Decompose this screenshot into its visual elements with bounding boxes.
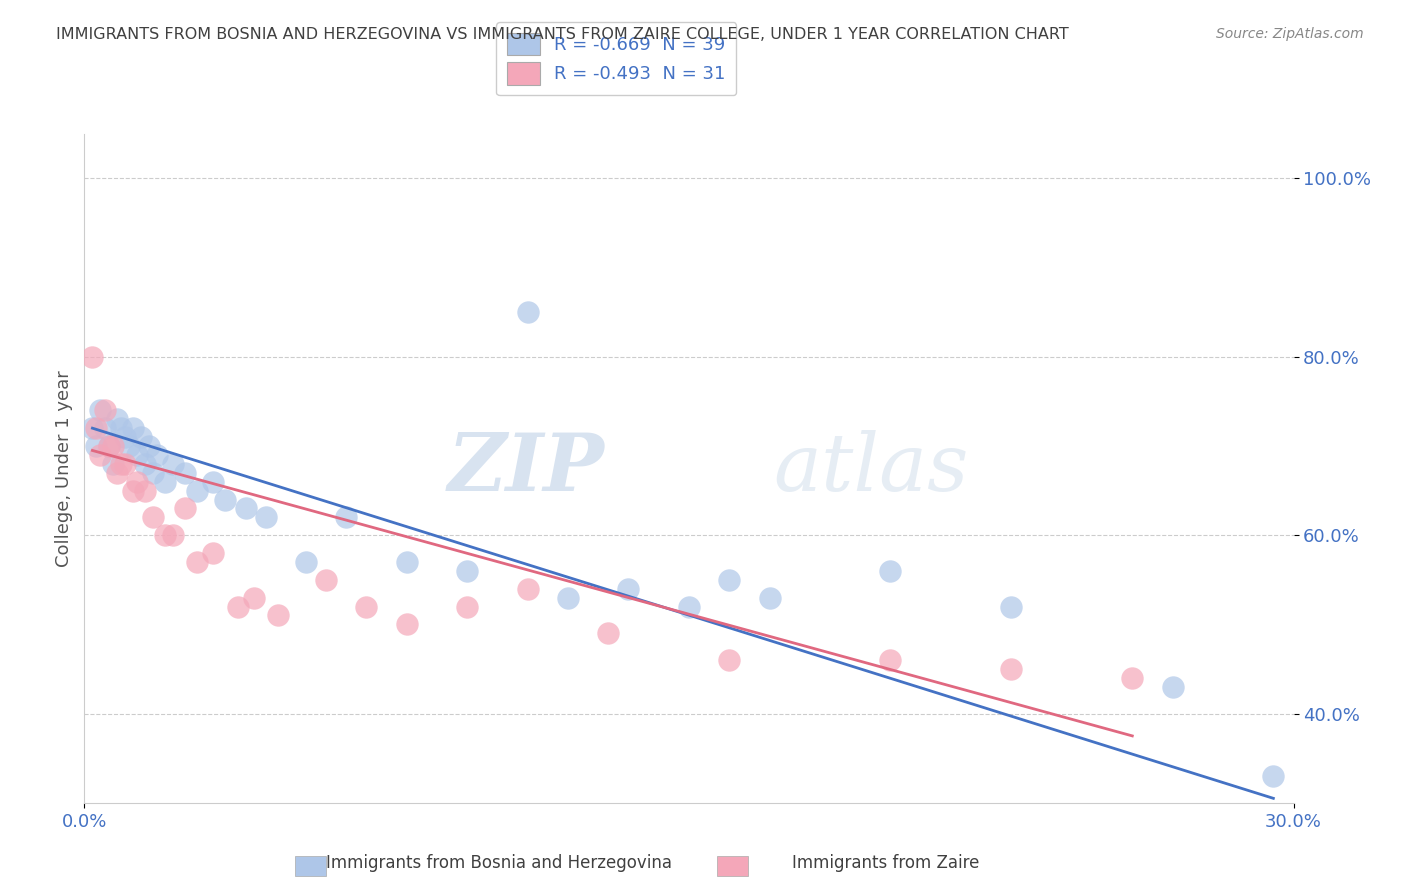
Point xyxy=(879,564,901,578)
Point xyxy=(395,617,418,632)
Point xyxy=(82,350,104,364)
Point xyxy=(174,466,197,480)
Point xyxy=(516,305,538,319)
Point xyxy=(678,599,700,614)
Point xyxy=(153,528,176,542)
Text: Source: ZipAtlas.com: Source: ZipAtlas.com xyxy=(1216,27,1364,41)
Legend: R = -0.669  N = 39, R = -0.493  N = 31: R = -0.669 N = 39, R = -0.493 N = 31 xyxy=(496,22,737,95)
Point xyxy=(242,591,264,605)
Point xyxy=(267,608,290,623)
Point xyxy=(356,599,378,614)
Point xyxy=(118,439,141,453)
Point xyxy=(86,439,108,453)
Point xyxy=(89,403,111,417)
Point xyxy=(138,439,160,453)
Point xyxy=(114,430,136,444)
Point xyxy=(110,457,132,471)
Point xyxy=(174,501,197,516)
Point xyxy=(125,475,148,489)
Point xyxy=(129,430,152,444)
Point xyxy=(202,546,225,560)
Text: Immigrants from Zaire: Immigrants from Zaire xyxy=(792,855,980,872)
Y-axis label: College, Under 1 year: College, Under 1 year xyxy=(55,370,73,566)
Point xyxy=(254,510,277,524)
Point xyxy=(146,448,169,462)
Point xyxy=(395,555,418,569)
Point xyxy=(1161,680,1184,694)
Point xyxy=(879,653,901,667)
Point xyxy=(125,448,148,462)
Point xyxy=(718,653,741,667)
Point xyxy=(162,457,184,471)
Point xyxy=(110,421,132,435)
Point xyxy=(598,626,620,640)
Point xyxy=(93,403,115,417)
Point xyxy=(142,466,165,480)
Point xyxy=(315,573,337,587)
Point xyxy=(97,439,120,453)
Point xyxy=(235,501,257,516)
Text: atlas: atlas xyxy=(773,430,969,507)
Point xyxy=(153,475,176,489)
Point xyxy=(557,591,579,605)
Point xyxy=(758,591,780,605)
Point xyxy=(121,483,143,498)
Text: ZIP: ZIP xyxy=(447,430,605,507)
Point xyxy=(295,555,318,569)
Point xyxy=(114,457,136,471)
Point xyxy=(202,475,225,489)
Point xyxy=(101,439,124,453)
Text: Immigrants from Bosnia and Herzegovina: Immigrants from Bosnia and Herzegovina xyxy=(326,855,672,872)
Point xyxy=(226,599,249,614)
Point xyxy=(101,457,124,471)
Point xyxy=(162,528,184,542)
Point xyxy=(121,421,143,435)
Point xyxy=(1121,671,1143,685)
Point xyxy=(1000,662,1022,676)
Point xyxy=(86,421,108,435)
Point xyxy=(93,421,115,435)
Point xyxy=(456,599,478,614)
Point xyxy=(186,555,208,569)
Point xyxy=(214,492,236,507)
Point xyxy=(82,421,104,435)
Point xyxy=(516,582,538,596)
Text: IMMIGRANTS FROM BOSNIA AND HERZEGOVINA VS IMMIGRANTS FROM ZAIRE COLLEGE, UNDER 1: IMMIGRANTS FROM BOSNIA AND HERZEGOVINA V… xyxy=(56,27,1069,42)
Point xyxy=(105,466,128,480)
Point xyxy=(718,573,741,587)
Point xyxy=(105,412,128,426)
Point xyxy=(335,510,357,524)
Point xyxy=(1000,599,1022,614)
Point xyxy=(97,439,120,453)
Point xyxy=(134,457,156,471)
Point xyxy=(1263,769,1285,783)
Point xyxy=(186,483,208,498)
Point xyxy=(89,448,111,462)
Point xyxy=(134,483,156,498)
Point xyxy=(617,582,640,596)
Point xyxy=(142,510,165,524)
Point xyxy=(456,564,478,578)
